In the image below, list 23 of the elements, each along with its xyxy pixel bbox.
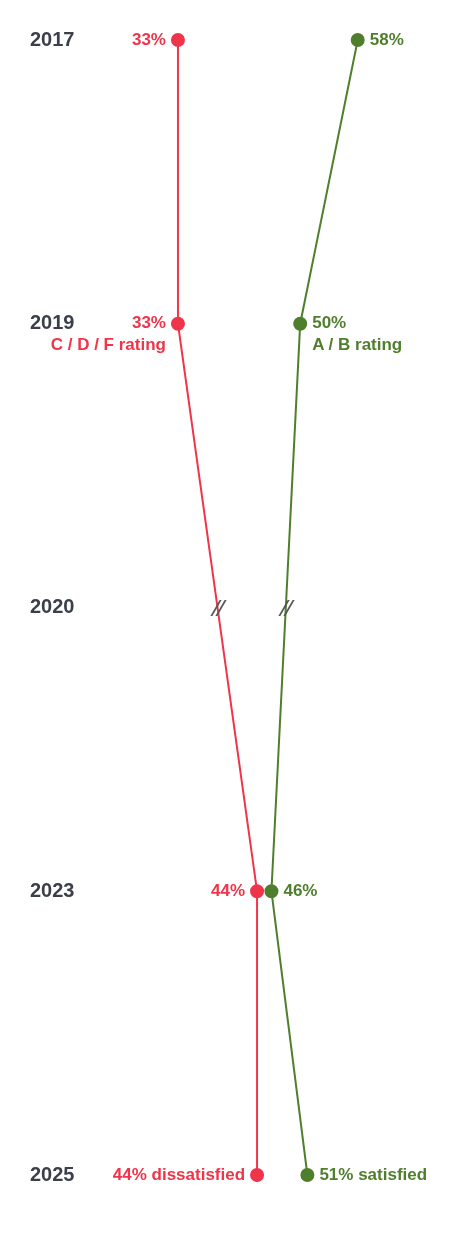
data-label: 33% (131, 29, 166, 49)
data-label: 50% (312, 313, 347, 333)
y-tick-label: 2020 (29, 595, 75, 618)
y-tick-label: 2025 (29, 1162, 75, 1185)
series-label: C / D / F rating (50, 335, 166, 355)
point (170, 316, 185, 331)
data-label: 44% dissatisfied (112, 1164, 246, 1184)
point (264, 884, 279, 899)
y-tick-label: 2019 (29, 311, 75, 334)
data-label: 51% satisfied (319, 1164, 428, 1184)
point (250, 884, 265, 899)
point (300, 1168, 315, 1182)
series-label: A / B rating (312, 335, 403, 355)
y-tick-label: 2023 (29, 878, 75, 901)
point (293, 316, 308, 331)
data-label: 33% (131, 313, 166, 333)
data-label: 44% (211, 880, 246, 900)
y-tick-label: 2017 (29, 27, 75, 50)
point (170, 33, 185, 47)
point (350, 33, 365, 47)
data-label: 58% (369, 29, 404, 49)
point (250, 1168, 265, 1182)
data-label: 46% (283, 880, 318, 900)
